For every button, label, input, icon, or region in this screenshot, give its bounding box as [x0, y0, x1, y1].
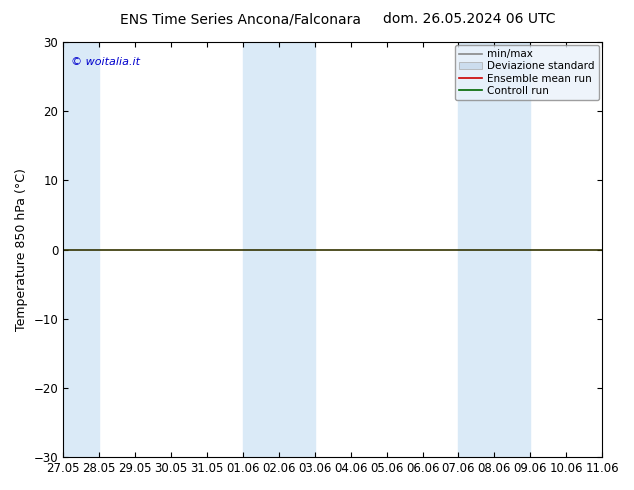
- Bar: [243, 42, 314, 457]
- Y-axis label: Temperature 850 hPa (°C): Temperature 850 hPa (°C): [15, 168, 28, 331]
- Bar: [458, 42, 530, 457]
- Text: ENS Time Series Ancona/Falconara: ENS Time Series Ancona/Falconara: [120, 12, 361, 26]
- Text: © woitalia.it: © woitalia.it: [71, 56, 140, 67]
- Legend: min/max, Deviazione standard, Ensemble mean run, Controll run: min/max, Deviazione standard, Ensemble m…: [455, 45, 599, 100]
- Bar: [63, 42, 99, 457]
- Text: dom. 26.05.2024 06 UTC: dom. 26.05.2024 06 UTC: [383, 12, 555, 26]
